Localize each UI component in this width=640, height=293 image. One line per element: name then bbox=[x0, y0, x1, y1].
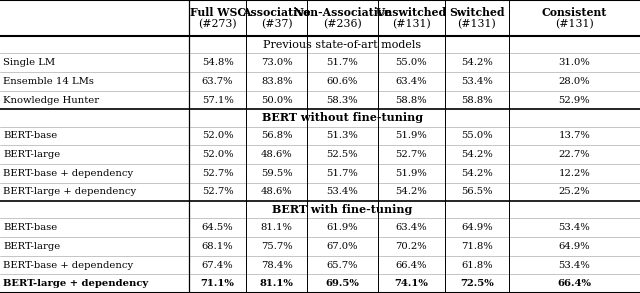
Text: 53.4%: 53.4% bbox=[559, 260, 590, 270]
Text: 52.7%: 52.7% bbox=[202, 187, 234, 196]
Text: 51.3%: 51.3% bbox=[326, 132, 358, 140]
Text: 54.2%: 54.2% bbox=[396, 187, 427, 196]
Text: 51.7%: 51.7% bbox=[326, 58, 358, 67]
Text: (#131): (#131) bbox=[392, 19, 431, 29]
Text: 70.2%: 70.2% bbox=[396, 242, 427, 251]
Text: 57.1%: 57.1% bbox=[202, 96, 234, 105]
Text: 51.9%: 51.9% bbox=[396, 169, 427, 178]
Text: Associative: Associative bbox=[243, 7, 311, 18]
Text: 63.4%: 63.4% bbox=[396, 77, 427, 86]
Text: BERT-base: BERT-base bbox=[3, 223, 58, 232]
Text: 54.2%: 54.2% bbox=[461, 169, 493, 178]
Text: 64.9%: 64.9% bbox=[559, 242, 590, 251]
Text: Knowledge Hunter: Knowledge Hunter bbox=[3, 96, 99, 105]
Text: 54.8%: 54.8% bbox=[202, 58, 234, 67]
Text: 58.8%: 58.8% bbox=[461, 96, 493, 105]
Text: 71.8%: 71.8% bbox=[461, 242, 493, 251]
Text: 53.4%: 53.4% bbox=[326, 187, 358, 196]
Text: BERT with fine-tuning: BERT with fine-tuning bbox=[272, 204, 413, 215]
Text: Previous state-of-art models: Previous state-of-art models bbox=[263, 40, 422, 50]
Text: 28.0%: 28.0% bbox=[559, 77, 590, 86]
Text: 54.2%: 54.2% bbox=[461, 150, 493, 159]
Text: 52.7%: 52.7% bbox=[396, 150, 427, 159]
Text: 63.7%: 63.7% bbox=[202, 77, 234, 86]
Text: 73.0%: 73.0% bbox=[261, 58, 292, 67]
Text: (#131): (#131) bbox=[458, 19, 496, 29]
Text: 65.7%: 65.7% bbox=[326, 260, 358, 270]
Text: (#37): (#37) bbox=[261, 19, 292, 29]
Text: 78.4%: 78.4% bbox=[261, 260, 292, 270]
Text: BERT-base + dependency: BERT-base + dependency bbox=[3, 169, 133, 178]
Text: 72.5%: 72.5% bbox=[460, 279, 493, 288]
Text: 13.7%: 13.7% bbox=[559, 132, 590, 140]
Text: 61.9%: 61.9% bbox=[326, 223, 358, 232]
Text: Full WSC: Full WSC bbox=[189, 7, 246, 18]
Text: 53.4%: 53.4% bbox=[461, 77, 493, 86]
Text: 59.5%: 59.5% bbox=[261, 169, 292, 178]
Text: 83.8%: 83.8% bbox=[261, 77, 292, 86]
Text: 56.5%: 56.5% bbox=[461, 187, 493, 196]
Text: 61.8%: 61.8% bbox=[461, 260, 493, 270]
Text: 66.4%: 66.4% bbox=[396, 260, 427, 270]
Text: BERT-base: BERT-base bbox=[3, 132, 58, 140]
Text: 58.3%: 58.3% bbox=[326, 96, 358, 105]
Text: 55.0%: 55.0% bbox=[396, 58, 427, 67]
Text: 52.0%: 52.0% bbox=[202, 132, 234, 140]
Text: 52.7%: 52.7% bbox=[202, 169, 234, 178]
Text: 56.8%: 56.8% bbox=[261, 132, 292, 140]
Text: 51.9%: 51.9% bbox=[396, 132, 427, 140]
Text: 74.1%: 74.1% bbox=[394, 279, 428, 288]
Text: BERT without fine-tuning: BERT without fine-tuning bbox=[262, 113, 423, 123]
Text: BERT-large + dependency: BERT-large + dependency bbox=[3, 187, 136, 196]
Text: 31.0%: 31.0% bbox=[559, 58, 590, 67]
Text: 69.5%: 69.5% bbox=[326, 279, 359, 288]
Text: 67.4%: 67.4% bbox=[202, 260, 234, 270]
Text: 81.1%: 81.1% bbox=[261, 223, 292, 232]
Text: (#273): (#273) bbox=[198, 19, 237, 29]
Text: 48.6%: 48.6% bbox=[261, 187, 292, 196]
Text: 22.7%: 22.7% bbox=[559, 150, 590, 159]
Text: 52.9%: 52.9% bbox=[559, 96, 590, 105]
Text: Unswitched: Unswitched bbox=[376, 7, 447, 18]
Text: 51.7%: 51.7% bbox=[326, 169, 358, 178]
Text: 66.4%: 66.4% bbox=[557, 279, 591, 288]
Text: Ensemble 14 LMs: Ensemble 14 LMs bbox=[3, 77, 94, 86]
Text: 63.4%: 63.4% bbox=[396, 223, 427, 232]
Text: 81.1%: 81.1% bbox=[260, 279, 294, 288]
Text: 54.2%: 54.2% bbox=[461, 58, 493, 67]
Text: 53.4%: 53.4% bbox=[559, 223, 590, 232]
Text: 71.1%: 71.1% bbox=[201, 279, 234, 288]
Text: 60.6%: 60.6% bbox=[326, 77, 358, 86]
Text: 25.2%: 25.2% bbox=[559, 187, 590, 196]
Text: Switched: Switched bbox=[449, 7, 504, 18]
Text: 75.7%: 75.7% bbox=[261, 242, 292, 251]
Text: 58.8%: 58.8% bbox=[396, 96, 427, 105]
Text: 64.5%: 64.5% bbox=[202, 223, 234, 232]
Text: 55.0%: 55.0% bbox=[461, 132, 493, 140]
Text: 52.0%: 52.0% bbox=[202, 150, 234, 159]
Text: Single LM: Single LM bbox=[3, 58, 55, 67]
Text: 50.0%: 50.0% bbox=[261, 96, 292, 105]
Text: BERT-large + dependency: BERT-large + dependency bbox=[3, 279, 148, 288]
Text: 68.1%: 68.1% bbox=[202, 242, 234, 251]
Text: 67.0%: 67.0% bbox=[326, 242, 358, 251]
Text: Consistent: Consistent bbox=[541, 7, 607, 18]
Text: BERT-large: BERT-large bbox=[3, 242, 60, 251]
Text: BERT-base + dependency: BERT-base + dependency bbox=[3, 260, 133, 270]
Text: (#236): (#236) bbox=[323, 19, 362, 29]
Text: (#131): (#131) bbox=[555, 19, 594, 29]
Text: 12.2%: 12.2% bbox=[559, 169, 590, 178]
Text: 48.6%: 48.6% bbox=[261, 150, 292, 159]
Text: BERT-large: BERT-large bbox=[3, 150, 60, 159]
Text: 52.5%: 52.5% bbox=[326, 150, 358, 159]
Text: Non-Associative: Non-Associative bbox=[293, 7, 392, 18]
Text: 64.9%: 64.9% bbox=[461, 223, 493, 232]
